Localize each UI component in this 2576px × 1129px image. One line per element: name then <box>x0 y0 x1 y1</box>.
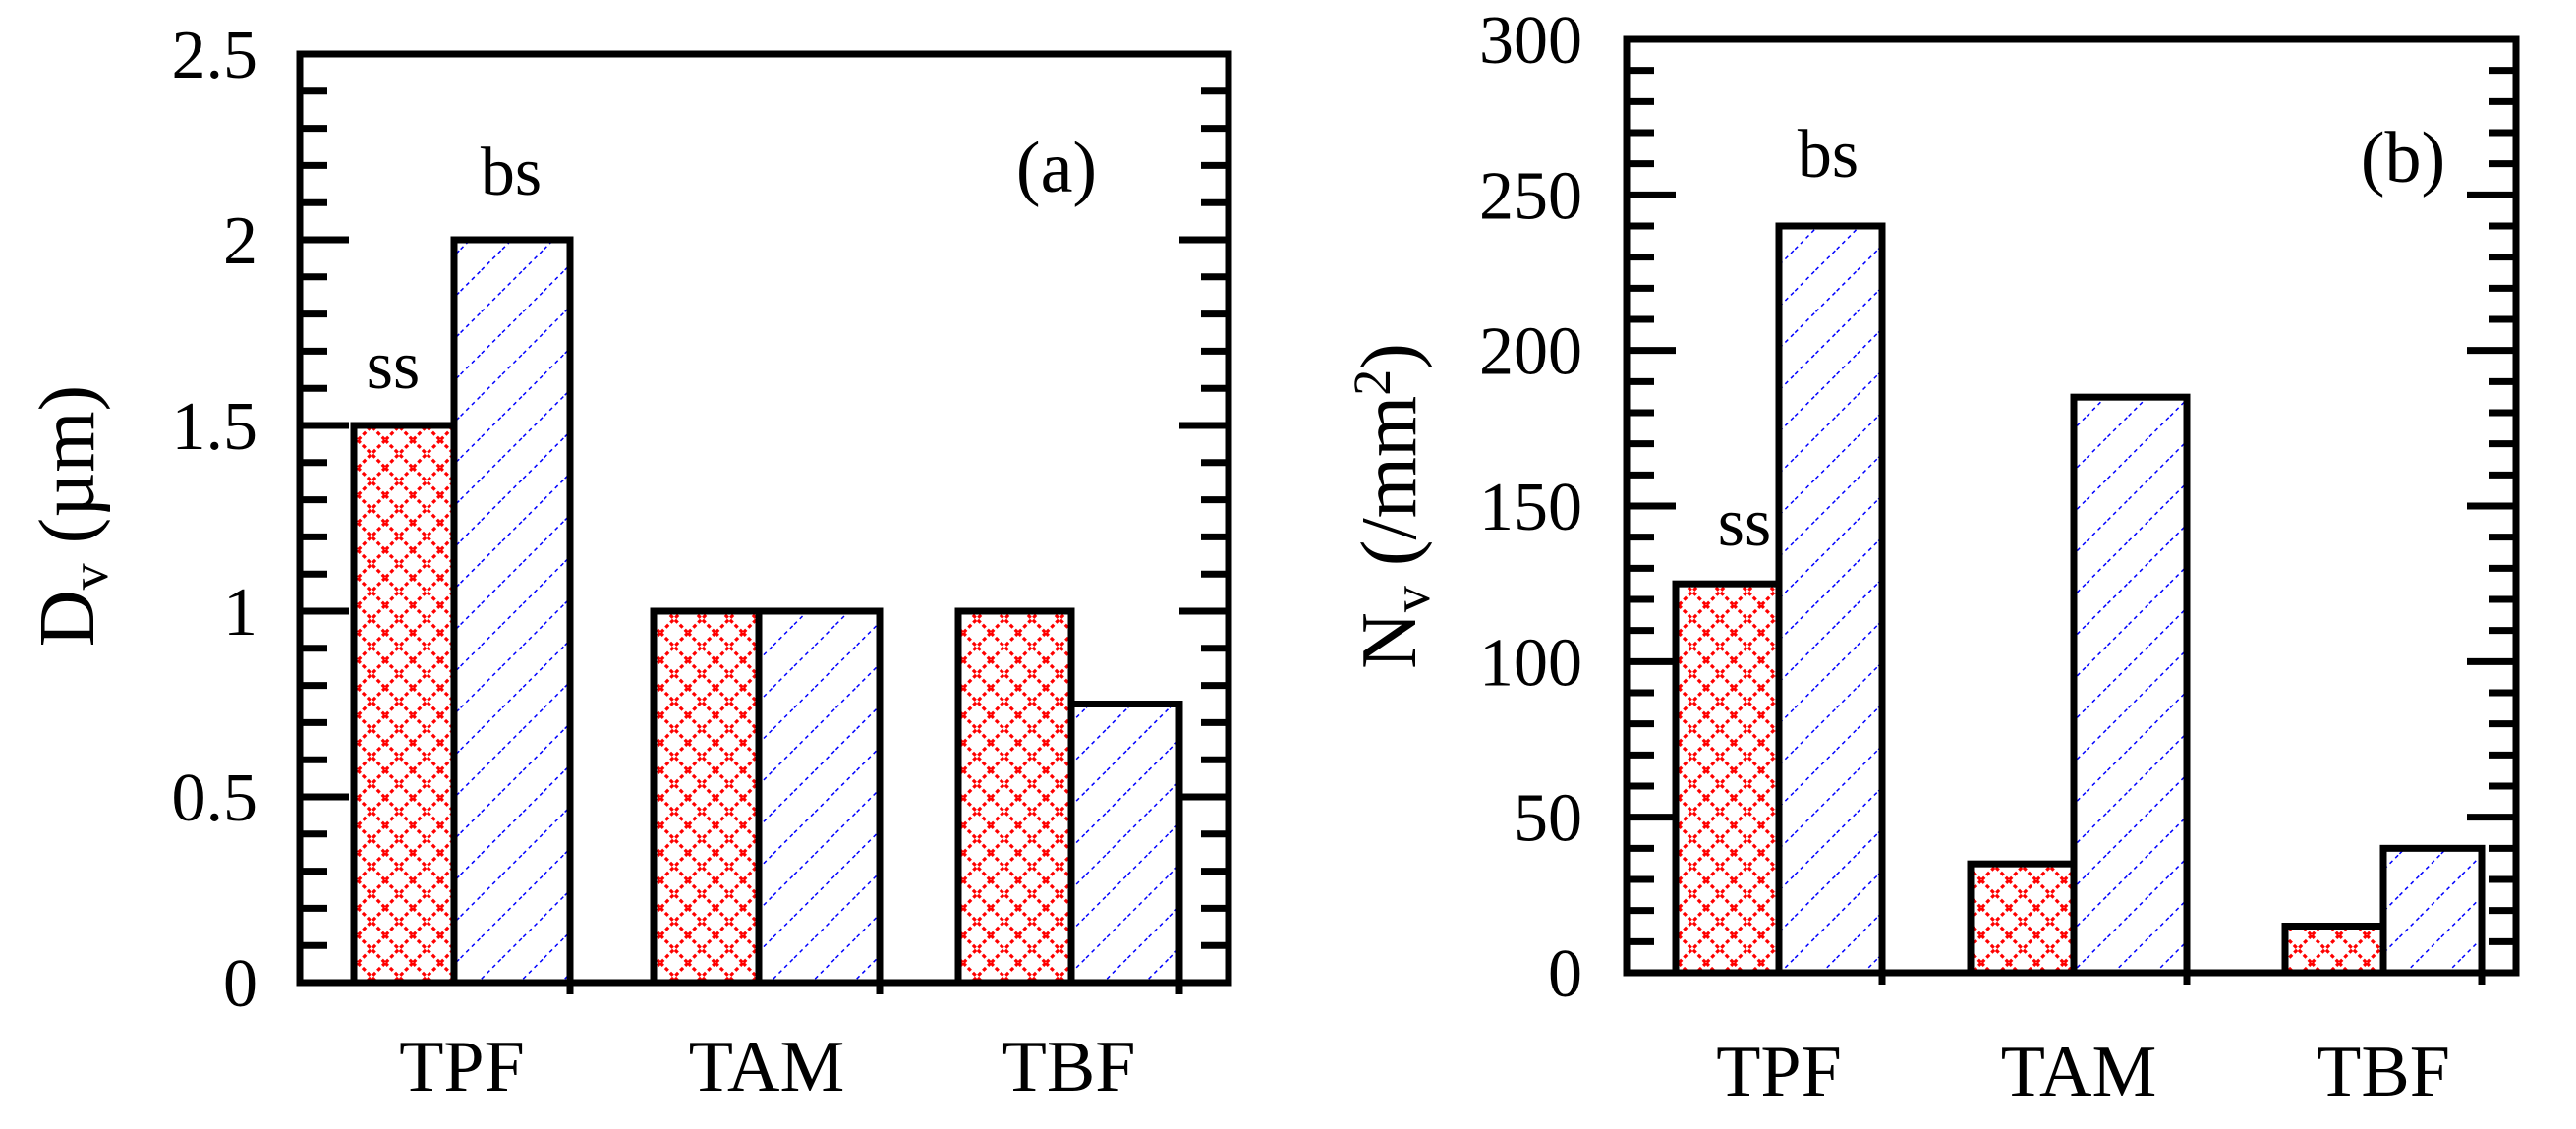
x-category-label: TBF <box>2317 1032 2450 1112</box>
annotation-ss: ss <box>367 328 420 404</box>
bar-tpf-bs <box>450 236 574 987</box>
panel-label: (b) <box>2361 118 2445 198</box>
bar-tbf-ss <box>954 607 1075 987</box>
x-category-label: TBF <box>1002 1027 1136 1107</box>
bar-tpf-ss <box>1672 580 1783 977</box>
y-axis-title: Nv (/mm2) <box>1343 343 1441 669</box>
y-tick-label: 0.5 <box>172 761 258 836</box>
y-tick-label: 0 <box>1548 936 1582 1012</box>
y-axis-title: Dv (µm) <box>25 385 119 647</box>
bar-tbf-ss <box>2281 923 2387 977</box>
y-tick-label: 250 <box>1479 158 1582 234</box>
y-tick-label: 2.5 <box>172 18 258 93</box>
plot-frame <box>296 50 1232 987</box>
bar-tpf-bs <box>1775 222 1886 977</box>
y-tick-label: 1 <box>223 575 258 650</box>
bar-tam-ss <box>650 607 763 987</box>
annotation-bs: bs <box>1798 117 1859 193</box>
panel-a-chart: 0 0.5 1 1.5 2 2.5 TPF TAM TBF (a) ss bs Dv (µm) <box>25 18 1232 1107</box>
bar-tam-ss <box>1967 860 2078 977</box>
bar-tam-bs <box>755 607 884 987</box>
y-tick-label: 0 <box>223 946 258 1022</box>
panel-b-chart: 0 50 100 150 200 250 300 TPF TAM TBF (b) ss bs Nv (/m… <box>1343 3 2520 1112</box>
panel-label: (a) <box>1016 128 1097 208</box>
y-tick-label: 50 <box>1514 781 1582 857</box>
x-category-label: TAM <box>689 1027 845 1107</box>
y-tick-label: 150 <box>1479 470 1582 545</box>
bar-tbf-bs <box>1067 701 1183 987</box>
y-tick-label: 200 <box>1479 314 1582 390</box>
annotation-bs: bs <box>481 135 542 210</box>
y-tick-label: 300 <box>1479 3 1582 79</box>
y-tick-label: 1.5 <box>172 389 258 465</box>
y-tick-label: 2 <box>223 203 258 279</box>
y-tick-label: 100 <box>1479 625 1582 701</box>
annotation-ss: ss <box>1718 485 1771 561</box>
bar-tam-bs <box>2070 393 2191 977</box>
x-category-label: TAM <box>2001 1032 2157 1112</box>
bar-tbf-bs <box>2379 844 2486 977</box>
bar-tpf-ss <box>350 422 458 987</box>
x-category-label: TPF <box>1716 1032 1842 1112</box>
x-category-label: TPF <box>399 1027 525 1107</box>
